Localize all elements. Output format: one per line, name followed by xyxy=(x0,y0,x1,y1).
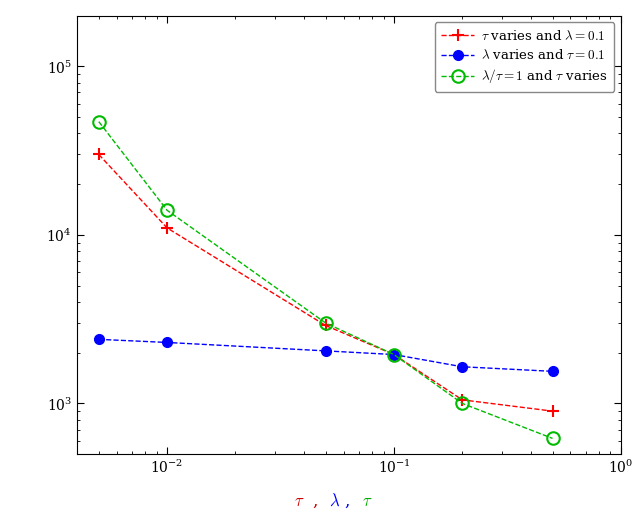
Text: $\lambda$: $\lambda$ xyxy=(329,493,340,509)
$\lambda/\tau = 1$ and $\tau$ varies xyxy=(322,320,330,326)
$\lambda/\tau = 1$ and $\tau$ varies xyxy=(390,351,398,358)
$\lambda$ varies and $\tau = 0.1$ xyxy=(548,368,556,374)
$\lambda/\tau = 1$ and $\tau$ varies xyxy=(458,400,466,407)
Text: $\tau$: $\tau$ xyxy=(362,493,373,509)
$\lambda$ varies and $\tau = 0.1$ xyxy=(458,364,466,370)
$\lambda$ varies and $\tau = 0.1$ xyxy=(322,348,330,354)
Line: $\tau$ varies and $\lambda = 0.1$: $\tau$ varies and $\lambda = 0.1$ xyxy=(93,148,559,418)
$\lambda/\tau = 1$ and $\tau$ varies xyxy=(548,435,556,442)
$\tau$ varies and $\lambda = 0.1$ xyxy=(390,351,398,358)
$\tau$ varies and $\lambda = 0.1$ xyxy=(95,151,102,158)
$\lambda/\tau = 1$ and $\tau$ varies xyxy=(163,207,171,213)
$\tau$ varies and $\lambda = 0.1$ xyxy=(322,323,330,329)
$\tau$ varies and $\lambda = 0.1$ xyxy=(163,225,171,231)
Legend: $\tau$ varies and $\lambda = 0.1$, $\lambda$ varies and $\tau = 0.1$, $\lambda/\: $\tau$ varies and $\lambda = 0.1$, $\lam… xyxy=(435,22,614,92)
$\lambda/\tau = 1$ and $\tau$ varies xyxy=(95,118,102,125)
$\lambda$ varies and $\tau = 0.1$ xyxy=(390,351,398,358)
$\tau$ varies and $\lambda = 0.1$ xyxy=(458,397,466,403)
Text: ,: , xyxy=(345,493,356,509)
$\lambda$ varies and $\tau = 0.1$ xyxy=(95,336,102,342)
$\lambda$ varies and $\tau = 0.1$ xyxy=(163,339,171,346)
Line: $\lambda/\tau = 1$ and $\tau$ varies: $\lambda/\tau = 1$ and $\tau$ varies xyxy=(93,115,559,445)
$\tau$ varies and $\lambda = 0.1$ xyxy=(548,408,556,414)
Text: ,: , xyxy=(313,493,324,509)
Line: $\lambda$ varies and $\tau = 0.1$: $\lambda$ varies and $\tau = 0.1$ xyxy=(94,335,557,376)
Text: $\tau$: $\tau$ xyxy=(294,493,305,509)
